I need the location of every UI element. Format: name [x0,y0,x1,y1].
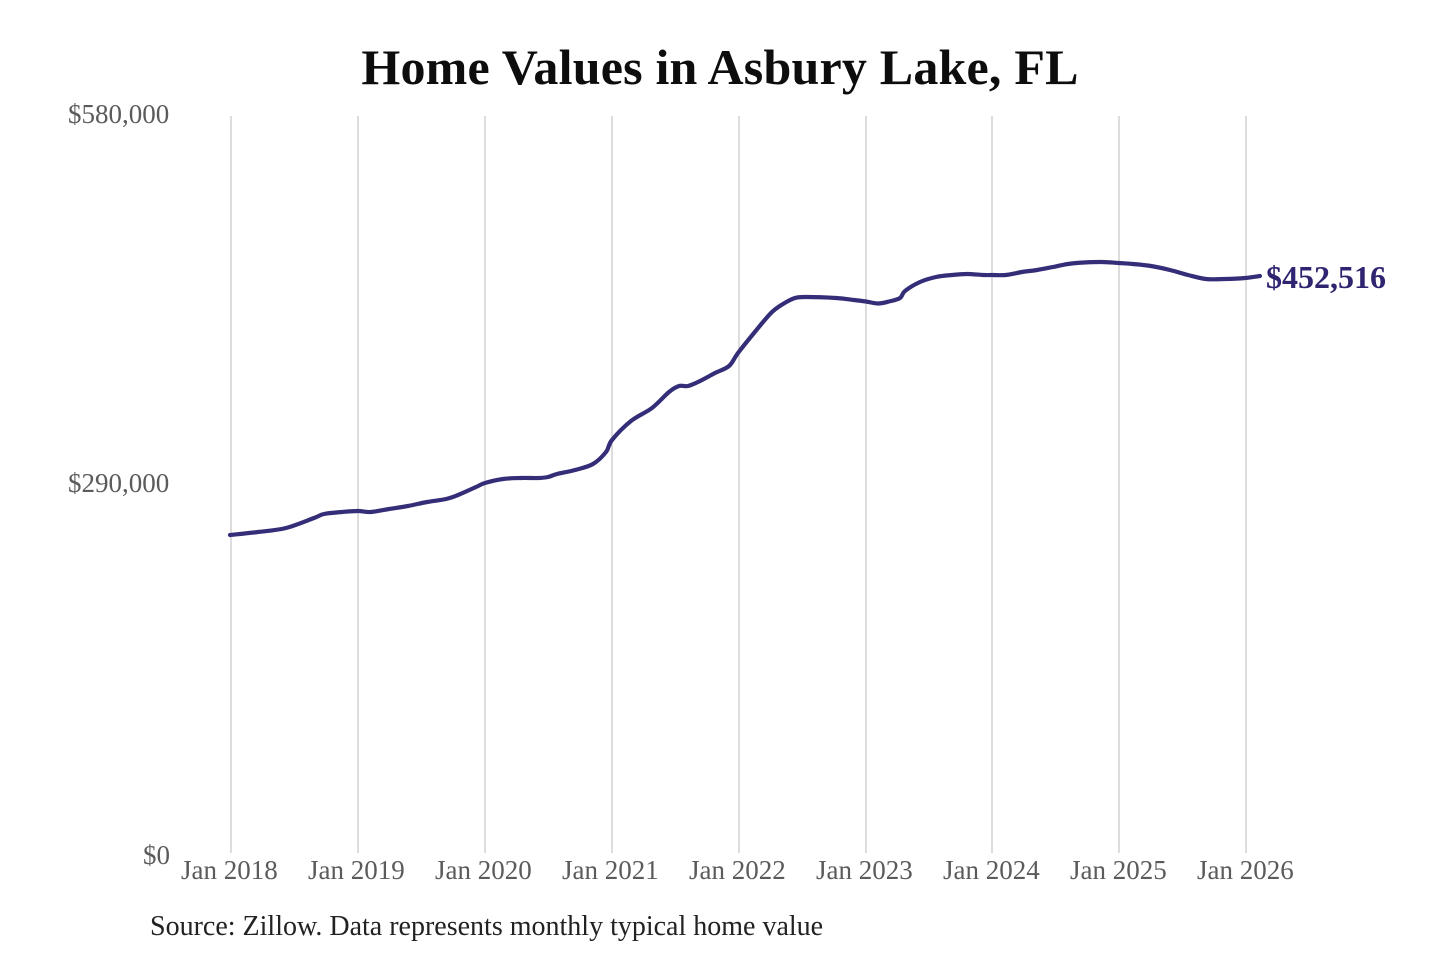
svg-text:Jan 2018: Jan 2018 [181,855,278,885]
svg-text:Jan 2025: Jan 2025 [1070,855,1167,885]
svg-text:$452,516: $452,516 [1266,259,1386,295]
svg-text:Jan 2022: Jan 2022 [689,855,786,885]
svg-text:$0: $0 [143,840,170,870]
svg-text:Jan 2026: Jan 2026 [1197,855,1294,885]
svg-text:$290,000: $290,000 [68,468,169,498]
svg-text:Jan 2021: Jan 2021 [562,855,659,885]
svg-text:$580,000: $580,000 [68,99,169,129]
svg-text:Jan 2024: Jan 2024 [943,855,1040,885]
svg-text:Jan 2020: Jan 2020 [435,855,532,885]
svg-text:Jan 2019: Jan 2019 [308,855,405,885]
svg-text:Jan 2023: Jan 2023 [816,855,913,885]
